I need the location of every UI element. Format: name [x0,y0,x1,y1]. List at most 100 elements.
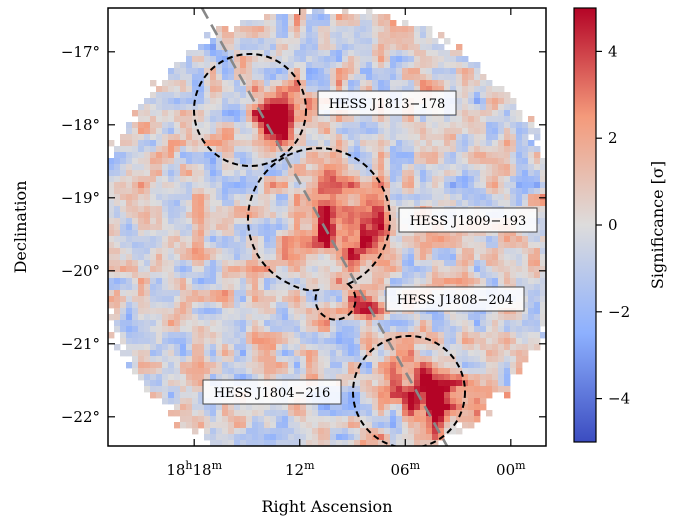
map-pixel [432,176,439,183]
map-pixel [252,326,259,333]
map-pixel [318,242,325,249]
map-pixel [342,416,349,423]
map-pixel [426,374,433,381]
map-pixel [138,374,145,381]
map-pixel [480,122,487,129]
map-pixel [240,224,247,231]
map-pixel [180,380,187,387]
map-pixel [366,272,373,279]
map-pixel [222,80,229,87]
map-pixel [360,392,367,399]
map-pixel [486,200,493,207]
map-pixel [294,44,301,51]
map-pixel [180,68,187,75]
map-pixel [258,56,265,63]
map-pixel [462,278,469,285]
map-pixel [360,86,367,93]
map-pixel [462,152,469,159]
map-pixel [138,284,145,291]
map-pixel [132,350,139,357]
map-pixel [312,374,319,381]
map-pixel [342,68,349,75]
map-pixel [468,62,475,69]
map-pixel [168,98,175,105]
map-pixel [336,44,343,51]
map-pixel [264,230,271,237]
map-pixel [444,344,451,351]
map-pixel [228,296,235,303]
map-pixel [246,188,253,195]
map-pixel [276,188,283,195]
map-pixel [462,260,469,267]
map-pixel [144,326,151,333]
map-pixel [294,302,301,309]
map-pixel [228,218,235,225]
map-pixel [138,326,145,333]
map-pixel [456,164,463,171]
map-pixel [480,86,487,93]
map-pixel [540,176,546,183]
map-pixel [348,86,355,93]
map-pixel [144,260,151,267]
map-pixel [486,86,493,93]
map-pixel [360,440,367,446]
map-pixel [498,116,505,123]
map-pixel [132,248,139,255]
map-pixel [210,428,217,435]
map-pixel [222,26,229,33]
map-pixel [246,158,253,165]
map-pixel [342,350,349,357]
map-pixel [540,254,546,261]
map-pixel [330,368,337,375]
map-pixel [420,362,427,369]
map-pixel [504,152,511,159]
map-pixel [450,350,457,357]
map-pixel [330,428,337,435]
map-pixel [486,242,493,249]
map-pixel [372,56,379,63]
map-pixel [210,44,217,51]
map-pixel [192,218,199,225]
map-pixel [504,368,511,375]
map-pixel [372,350,379,357]
map-pixel [192,62,199,69]
map-pixel [360,302,367,309]
map-pixel [312,278,319,285]
map-pixel [402,122,409,129]
map-pixel [168,170,175,177]
map-pixel [414,86,421,93]
x-tick-label: 18h18m [166,459,222,479]
map-pixel [306,422,313,429]
map-pixel [282,374,289,381]
map-pixel [204,176,211,183]
map-pixel [438,56,445,63]
map-pixel [534,134,541,141]
map-pixel [468,248,475,255]
map-pixel [300,368,307,375]
map-pixel [234,56,241,63]
map-pixel [324,212,331,219]
map-pixel [156,344,163,351]
map-pixel [396,332,403,339]
map-pixel [318,230,325,237]
map-pixel [180,350,187,357]
map-pixel [252,32,259,39]
map-pixel [414,116,421,123]
map-pixel [426,62,433,69]
map-pixel [126,326,133,333]
map-pixel [198,104,205,111]
map-pixel [120,140,127,147]
map-pixel [402,230,409,237]
map-pixel [456,62,463,69]
map-pixel [384,434,391,441]
map-pixel [162,248,169,255]
map-pixel [108,206,115,213]
map-pixel [438,386,445,393]
map-pixel [228,338,235,345]
map-pixel [264,242,271,249]
map-pixel [108,170,115,177]
map-pixel [510,236,517,243]
map-pixel [432,260,439,267]
map-pixel [378,266,385,273]
map-pixel [204,74,211,81]
